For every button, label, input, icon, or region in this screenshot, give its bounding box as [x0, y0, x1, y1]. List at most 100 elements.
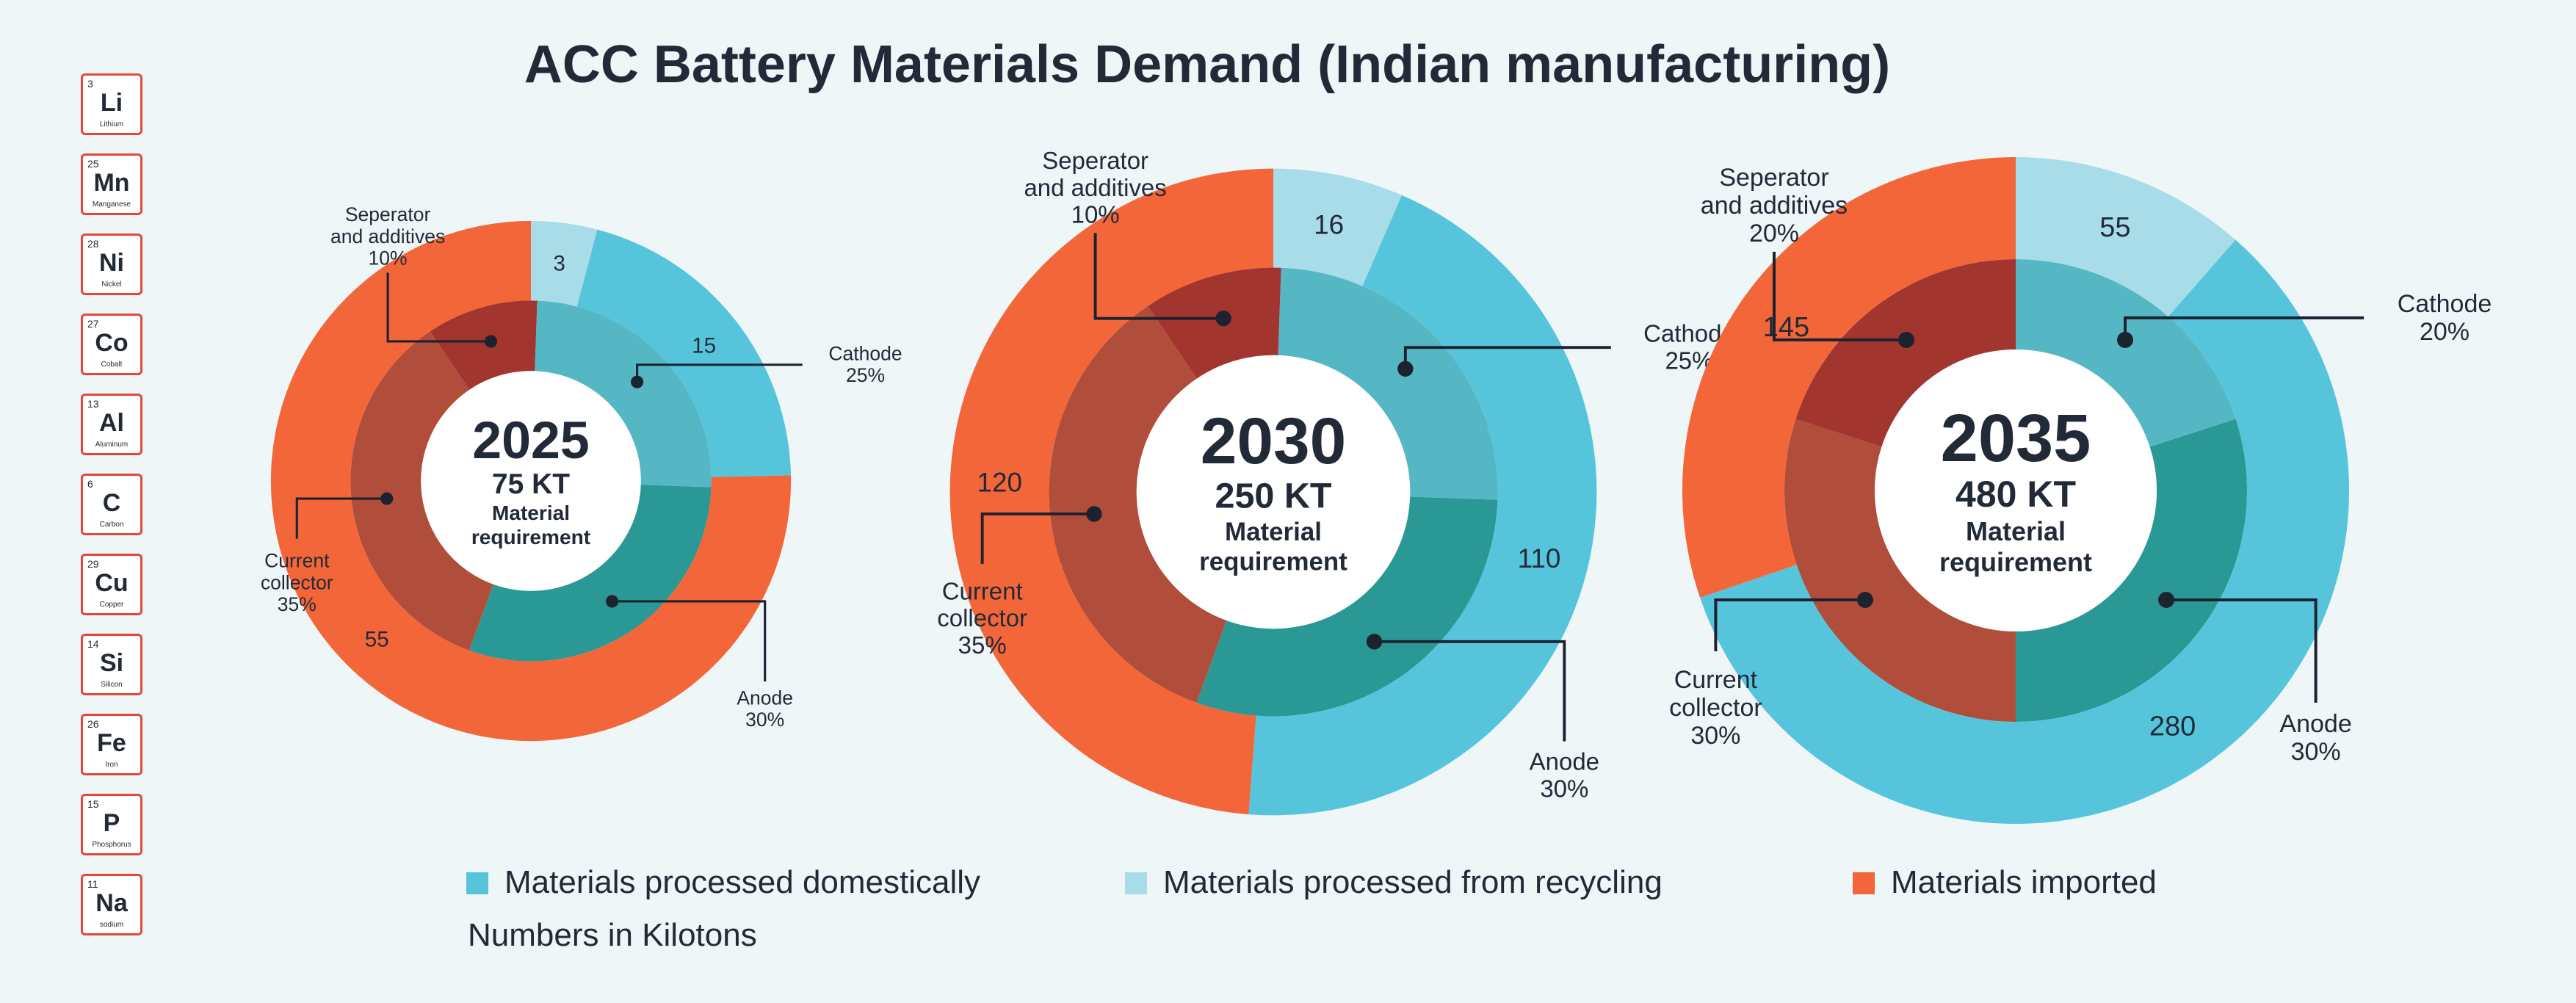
- outer-wedge-recycling: [531, 220, 598, 307]
- element-name: Iron: [105, 761, 118, 769]
- element-symbol: P: [103, 809, 120, 837]
- element-tile-al: 13 Al Aluminum: [81, 394, 142, 455]
- element-tile-co: 27 Co Cobalt: [81, 314, 142, 375]
- material-label: 35%: [278, 593, 316, 615]
- sourcing-value-label: 55: [365, 627, 389, 651]
- element-number: 28: [87, 238, 99, 250]
- sourcing-value-label: 120: [977, 467, 1023, 497]
- element-symbol: C: [102, 489, 121, 517]
- center-caption: Material: [492, 502, 570, 524]
- element-tile-li: 3 Li Lithium: [81, 73, 142, 135]
- material-label: 35%: [958, 631, 1007, 659]
- element-name: Carbon: [99, 521, 124, 529]
- element-tile-ni: 28 Ni Nickel: [81, 233, 142, 295]
- outer-wedge-recycling: [1273, 168, 1402, 286]
- material-label: Current: [1674, 666, 1758, 694]
- element-tile-cu: 29 Cu Copper: [81, 554, 142, 615]
- element-number: 25: [87, 158, 99, 170]
- center-caption: Material: [1225, 518, 1322, 546]
- leader-line: [636, 363, 803, 383]
- material-label: 10%: [369, 247, 408, 269]
- sourcing-value-label: 110: [1518, 543, 1561, 573]
- legend-swatch: [466, 872, 488, 894]
- material-label: 30%: [1690, 722, 1740, 750]
- outer-wedge-imported: [1682, 156, 2016, 598]
- outer-wedge-domestically: [576, 229, 792, 477]
- legend-swatch: [1125, 872, 1147, 894]
- element-symbol: Na: [95, 889, 128, 917]
- leader-line: [1093, 233, 1224, 320]
- sourcing-value-label: 15: [692, 333, 716, 358]
- element-number: 11: [87, 878, 98, 890]
- leader-line: [1374, 640, 1566, 742]
- center-caption: requirement: [1199, 548, 1347, 576]
- material-label: Anode: [737, 687, 793, 709]
- material-label: 10%: [1071, 201, 1120, 228]
- material-label: 30%: [745, 709, 784, 731]
- element-tile-na: 11 Na sodium: [81, 874, 142, 935]
- element-number: 13: [87, 398, 99, 410]
- material-label: Anode: [2279, 710, 2351, 738]
- sourcing-value-label: 16: [1314, 209, 1344, 239]
- element-tiles: 3 Li Lithium 25 Mn Manganese 28 Ni Nickel 27 Co Cob…: [81, 73, 148, 954]
- outer-wedge-recycling: [2016, 157, 2236, 317]
- sourcing-value-label: 280: [2149, 711, 2196, 742]
- element-tile-si: 14 Si Silicon: [81, 634, 142, 695]
- center-caption: requirement: [471, 526, 590, 548]
- element-symbol: Cu: [95, 569, 129, 597]
- material-label: collector: [1669, 694, 1762, 722]
- material-label: 30%: [1540, 775, 1588, 802]
- inner-wedge-cathode: [535, 300, 712, 488]
- element-tile-fe: 26 Fe Iron: [81, 714, 142, 775]
- inner-wedge-current-collector: [1049, 305, 1227, 703]
- inner-wedge-seperator-and-additives: [1148, 267, 1281, 379]
- donut-hole: [1136, 355, 1411, 629]
- element-name: Manganese: [92, 200, 131, 209]
- outer-wedge-imported: [949, 168, 1273, 815]
- material-label: 30%: [2291, 738, 2341, 766]
- material-label: and additives: [1024, 174, 1166, 201]
- leader-line: [980, 513, 1094, 564]
- element-symbol: Co: [95, 329, 129, 357]
- donut-hole: [1875, 350, 2157, 631]
- material-label: 20%: [1749, 220, 1799, 247]
- legend-item-0: Materials processed domestically: [466, 864, 980, 900]
- chart-title: ACC Battery Materials Demand (Indian man…: [524, 35, 1890, 94]
- element-name: Cobalt: [101, 361, 123, 369]
- element-name: Nickel: [101, 280, 122, 289]
- element-number: 29: [87, 558, 99, 570]
- legend-item-1: Materials processed from recycling: [1125, 864, 1663, 900]
- legend-swatch: [1853, 872, 1875, 894]
- year-label: 2025: [472, 411, 590, 470]
- inner-wedge-cathode: [1278, 267, 1498, 500]
- center-caption: Material: [1966, 516, 2066, 546]
- element-symbol: Fe: [97, 729, 126, 757]
- units-note: Numbers in Kilotons: [468, 917, 757, 953]
- leader-line: [295, 497, 387, 539]
- legend-label: Materials imported: [1891, 864, 2157, 900]
- material-label: collector: [261, 571, 333, 593]
- element-number: 3: [87, 78, 93, 90]
- material-label: Seperator: [1719, 164, 1828, 192]
- element-name: Phosphorus: [92, 841, 131, 849]
- material-label: and additives: [330, 225, 445, 247]
- inner-wedge-cathode: [2016, 259, 2236, 447]
- element-tile-mn: 25 Mn Manganese: [81, 153, 142, 215]
- year-label: 2030: [1201, 404, 1347, 477]
- inner-wedge-anode: [2016, 419, 2247, 722]
- center-caption: requirement: [1939, 547, 2092, 577]
- inner-wedge-seperator-and-additives: [430, 300, 538, 390]
- material-label: Current: [942, 577, 1023, 604]
- element-name: Aluminum: [95, 441, 129, 449]
- material-label: Anode: [1530, 747, 1599, 775]
- sourcing-value-label: 145: [1763, 312, 1809, 343]
- inner-wedge-anode: [1196, 496, 1498, 717]
- leader-line: [2166, 598, 2318, 703]
- material-label: 20%: [2420, 318, 2470, 346]
- outer-wedge-domestically: [1700, 239, 2349, 824]
- inner-wedge-current-collector: [1784, 419, 2016, 722]
- element-number: 15: [87, 798, 99, 810]
